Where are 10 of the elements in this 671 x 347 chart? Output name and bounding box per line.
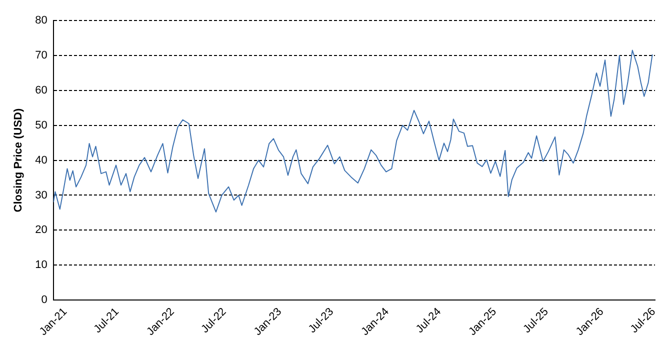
y-tick-label: 40 <box>35 154 48 166</box>
y-tick-label: 60 <box>35 84 48 96</box>
y-tick-label: 70 <box>35 50 48 62</box>
y-tick-label: 10 <box>35 259 48 272</box>
y-tick-label: 80 <box>35 14 48 27</box>
y-tick-label: 20 <box>35 224 48 236</box>
y-axis-title: Closing Price (USD) <box>12 108 25 212</box>
y-tick-label: 30 <box>35 189 48 202</box>
y-tick-label: 0 <box>41 294 48 306</box>
y-tick-label: 50 <box>35 119 48 132</box>
